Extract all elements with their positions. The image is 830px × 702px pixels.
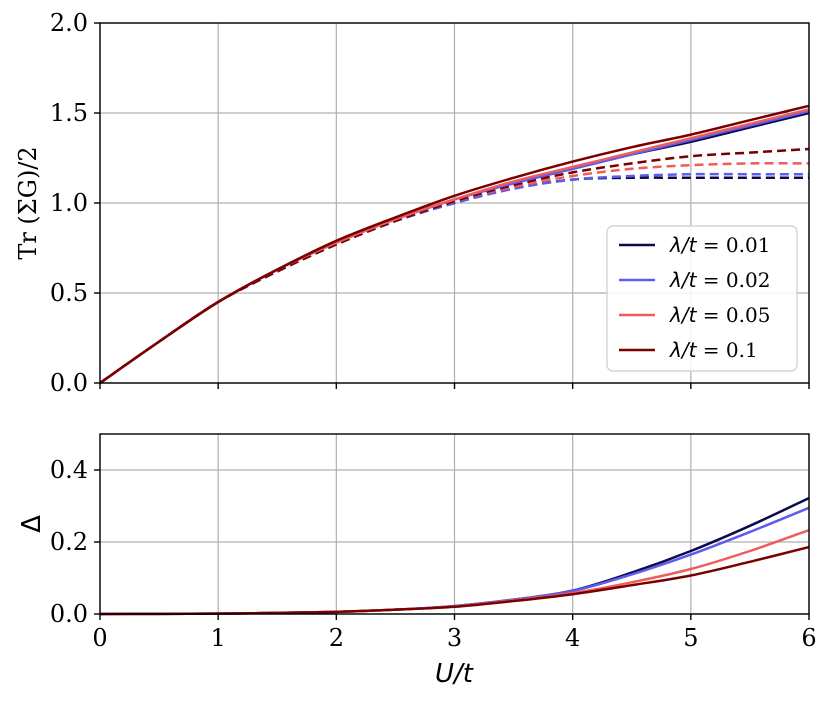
bottom-y-tick-label: 0.2 — [50, 528, 88, 556]
top-panel: 0.0 0.5 1.0 1.5 2.0 Tr (ΣG)/2 λ/t = 0.01 λ/t… — [14, 9, 810, 397]
legend-eq-3: = — [696, 338, 725, 362]
legend-label-3: λ/t = 0.1 — [669, 338, 758, 362]
top-y-tick-label: 1.0 — [50, 189, 88, 217]
top-ticks: 0.0 0.5 1.0 1.5 2.0 — [50, 9, 810, 397]
bottom-y-tick-label: 0.4 — [50, 456, 88, 484]
top-y-tick-label: 0.0 — [50, 369, 88, 397]
legend-value-0: 0.01 — [726, 233, 771, 257]
top-y-tick-label: 2.0 — [50, 9, 88, 37]
legend: λ/t = 0.01 λ/t = 0.02 λ/t = 0.05 λ/t = 0… — [606, 225, 798, 372]
bottom-x-tick-label: 0 — [92, 624, 107, 652]
bottom-x-tick-label: 2 — [329, 624, 344, 652]
legend-eq-1: = — [696, 268, 725, 292]
top-series-solid-3 — [99, 104, 810, 385]
x-axis-label: U/t — [435, 659, 474, 689]
legend-entry: λ/t = 0.05 — [619, 303, 770, 327]
legend-entry: λ/t = 0.01 — [619, 233, 770, 257]
legend-value-1: 0.02 — [726, 268, 771, 292]
bottom-grid — [99, 434, 810, 615]
legend-lambda-0: λ/t — [669, 233, 698, 257]
top-y-axis-label: Tr (ΣG)/2 — [14, 146, 42, 259]
bottom-x-tick-label: 4 — [565, 624, 580, 652]
bottom-x-tick-label: 1 — [211, 624, 226, 652]
bottom-panel: 0 1 2 3 4 5 6 0.0 0.2 0.4 Δ U/t — [17, 433, 817, 689]
legend-label-2: λ/t = 0.05 — [669, 303, 770, 327]
legend-box — [606, 225, 798, 372]
legend-label-0: λ/t = 0.01 — [669, 233, 770, 257]
bottom-y-axis-label: Δ — [17, 515, 47, 533]
legend-lambda-2: λ/t — [669, 303, 698, 327]
top-y-tick-label: 1.5 — [50, 99, 88, 127]
legend-entry: λ/t = 0.1 — [619, 338, 758, 362]
top-y-tick-label: 0.5 — [50, 279, 88, 307]
legend-eq-0: = — [696, 233, 725, 257]
legend-label-1: λ/t = 0.02 — [669, 268, 770, 292]
legend-lambda-1: λ/t — [669, 268, 698, 292]
legend-value-3: 0.1 — [726, 338, 758, 362]
legend-lambda-3: λ/t — [669, 338, 698, 362]
legend-value-2: 0.05 — [726, 303, 771, 327]
legend-eq-2: = — [696, 303, 725, 327]
bottom-x-tick-label: 5 — [683, 624, 698, 652]
top-series-group — [99, 104, 810, 385]
bottom-x-tick-label: 3 — [447, 624, 462, 652]
bottom-x-tick-label: 6 — [801, 624, 816, 652]
bottom-ticks: 0 1 2 3 4 5 6 0.0 0.2 0.4 — [50, 456, 817, 652]
bottom-y-tick-label: 0.0 — [50, 600, 88, 628]
legend-entry: λ/t = 0.02 — [619, 268, 770, 292]
